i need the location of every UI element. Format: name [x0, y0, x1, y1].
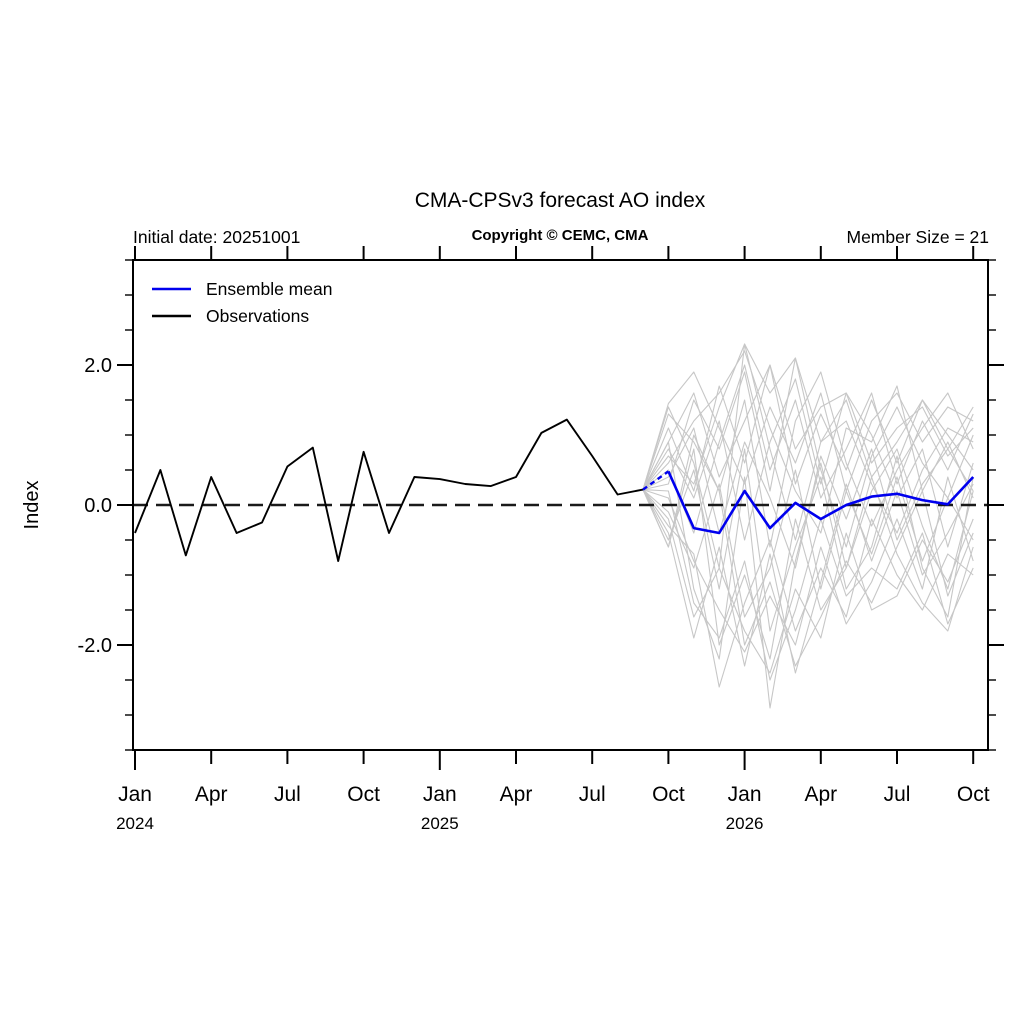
x-tick-label: Oct: [347, 783, 380, 806]
x-tick-label: Jul: [884, 783, 911, 806]
x-tick-label: Jul: [274, 783, 301, 806]
x-tick-label: Jan: [728, 783, 762, 806]
ensemble-member-line: [642, 489, 974, 688]
x-tick-label: Jan: [423, 783, 457, 806]
ensemble-member-line: [642, 469, 974, 618]
x-tick-label: Jan: [118, 783, 152, 806]
copyright-label: Copyright © CEMC, CMA: [472, 227, 649, 244]
y-axis-title: Index: [21, 481, 43, 530]
initial-date-label: Initial date: 20251001: [133, 227, 300, 247]
x-year-label: 2024: [116, 814, 154, 833]
observations-line: [134, 418, 644, 562]
legend-label-observations: Observations: [206, 306, 309, 326]
ensemble-member-line: [642, 378, 974, 548]
y-tick-label: 0.0: [84, 495, 112, 517]
chart-title: CMA-CPSv3 forecast AO index: [415, 189, 706, 212]
ensemble-member-line: [642, 489, 974, 681]
plot-area: 2.0 0.0 -2.0 Jan 2024 Apr Jul Oct Jan 2025 Apr Jul O…: [78, 246, 1004, 833]
legend: Ensemble mean Observations: [152, 279, 332, 326]
member-size-label: Member Size = 21: [847, 227, 990, 247]
ensemble-mean-line: [667, 470, 975, 535]
ensemble-member-line: [642, 343, 974, 490]
x-tick-label: Apr: [500, 783, 533, 806]
x-tick-label: Jul: [579, 783, 606, 806]
ensemble-member-line: [642, 364, 974, 490]
x-tick-label: Apr: [804, 783, 837, 806]
ensemble-member-line: [642, 483, 974, 674]
x-tick-label: Apr: [195, 783, 228, 806]
ensemble-member-line: [642, 476, 974, 653]
ensemble-member-line: [642, 364, 974, 534]
y-tick-label: -2.0: [78, 635, 112, 657]
x-tick-label: Oct: [652, 783, 685, 806]
x-year-label: 2026: [726, 814, 764, 833]
legend-label-ensemble-mean: Ensemble mean: [206, 279, 332, 299]
y-tick-label: 2.0: [84, 355, 112, 377]
x-tick-label: Oct: [957, 783, 990, 806]
x-year-label: 2025: [421, 814, 459, 833]
